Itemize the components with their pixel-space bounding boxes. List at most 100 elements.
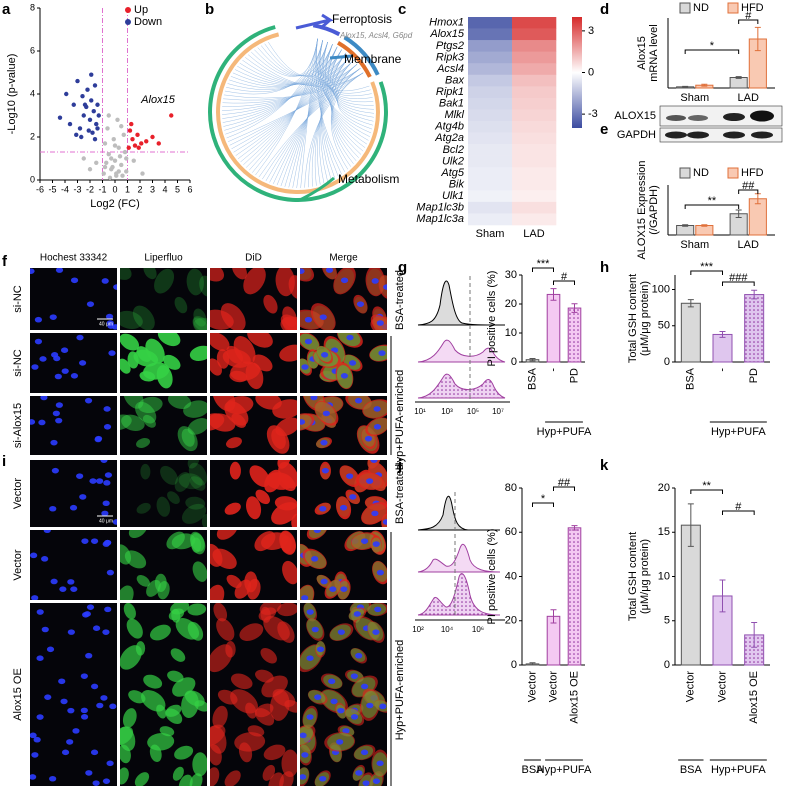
error-bar xyxy=(571,303,578,313)
nucleus xyxy=(366,702,374,709)
nucleus xyxy=(85,770,93,776)
x-tick-label: Vector xyxy=(685,671,697,703)
point xyxy=(95,126,100,131)
flow-tick-label: 10⁶ xyxy=(472,625,484,634)
annotation: Alox15 xyxy=(140,94,176,106)
cell-green xyxy=(189,345,207,362)
bar xyxy=(729,77,748,89)
nucleus xyxy=(316,646,325,653)
nucleus xyxy=(60,347,69,354)
chord-link xyxy=(322,41,369,141)
point xyxy=(116,145,121,150)
heatmap-cell xyxy=(468,51,513,64)
error-bar xyxy=(701,83,708,87)
nucleus xyxy=(30,268,35,274)
legend-swatch xyxy=(679,2,691,14)
group-label: BSA xyxy=(521,764,544,776)
chord-link xyxy=(223,72,364,99)
cell-green xyxy=(188,462,207,486)
heatmap-cell xyxy=(512,74,557,87)
cell-red xyxy=(245,702,257,719)
nucleus xyxy=(30,774,37,780)
significance-bracket xyxy=(532,502,554,507)
error-bar xyxy=(751,289,758,300)
cell-green xyxy=(187,418,207,435)
significance-bracket xyxy=(722,281,755,286)
significance-bracket xyxy=(532,267,554,272)
heatmap-cell xyxy=(468,201,513,214)
cell-green xyxy=(120,645,142,670)
condition-label: BSA-treated xyxy=(394,464,406,524)
nucleus xyxy=(373,406,381,412)
bar xyxy=(676,225,695,236)
colorbar-tick-label: 0 xyxy=(588,66,594,78)
nucleus xyxy=(379,703,387,710)
point xyxy=(156,141,161,146)
cell-green xyxy=(201,513,207,527)
blot-label: GAPDH xyxy=(617,129,656,141)
chord-arc xyxy=(336,40,372,78)
cell-red xyxy=(258,607,277,621)
nucleus xyxy=(104,606,112,613)
chord-arrow xyxy=(295,13,334,30)
heatmap-cell xyxy=(512,17,557,29)
cell-red xyxy=(213,603,228,622)
cell-red xyxy=(269,690,290,721)
panel-letter: d xyxy=(600,1,609,18)
nucleus xyxy=(94,435,103,442)
cell-red xyxy=(280,314,297,330)
nucleus xyxy=(376,320,384,326)
legend-label: HFD xyxy=(741,167,764,179)
y-axis-label: (μM/μg protein) xyxy=(639,539,651,614)
chord-link xyxy=(320,49,342,183)
nucleus xyxy=(325,268,334,273)
point xyxy=(91,109,96,114)
heatmap-cell xyxy=(468,144,513,156)
x-tick-label: Alox15 OE xyxy=(748,671,760,724)
cell-green xyxy=(192,317,207,330)
nucleus xyxy=(376,760,384,767)
significance-label: *** xyxy=(700,261,714,273)
nucleus xyxy=(350,714,359,720)
significance-bracket xyxy=(684,204,740,209)
nucleus xyxy=(382,519,387,525)
error-bar xyxy=(529,662,536,666)
cell-red xyxy=(262,764,276,781)
cell-red xyxy=(284,699,297,713)
chord-link xyxy=(252,40,323,173)
chord-arc xyxy=(216,32,380,194)
heatmap-cell xyxy=(468,167,513,180)
point xyxy=(105,126,110,131)
cell-red xyxy=(229,461,241,480)
panel-letter: k xyxy=(600,457,609,474)
chord-link xyxy=(245,44,333,168)
chord-link xyxy=(331,63,358,164)
chord-link xyxy=(235,56,351,156)
x-tick-label: -4 xyxy=(61,184,69,194)
nucleus xyxy=(60,698,68,705)
nucleus xyxy=(322,410,330,417)
micrograph xyxy=(300,268,387,330)
significance-label: *** xyxy=(537,258,551,270)
nucleus xyxy=(340,277,349,284)
point xyxy=(94,121,99,127)
heatmap-cell xyxy=(512,213,557,226)
heatmap-cell xyxy=(468,109,513,122)
nucleus xyxy=(100,695,108,701)
chord-link xyxy=(316,38,372,134)
point xyxy=(122,149,128,155)
x-tick-label: -5 xyxy=(48,184,56,194)
group-label: Hyp+PUFA xyxy=(711,426,766,438)
heatmap-cell xyxy=(512,63,557,76)
nucleus xyxy=(85,652,93,659)
row-label: Map1lc3a xyxy=(416,213,464,225)
y-tick-label: 40 xyxy=(505,570,517,582)
y-tick-label: 4 xyxy=(30,88,35,98)
heatmap-cell xyxy=(512,190,557,203)
nucleus xyxy=(306,714,314,720)
row-label: Ulk2 xyxy=(442,155,464,167)
cell-red xyxy=(279,344,297,362)
cell-red xyxy=(245,496,262,520)
cell-red xyxy=(271,502,297,525)
micrograph xyxy=(30,460,117,527)
